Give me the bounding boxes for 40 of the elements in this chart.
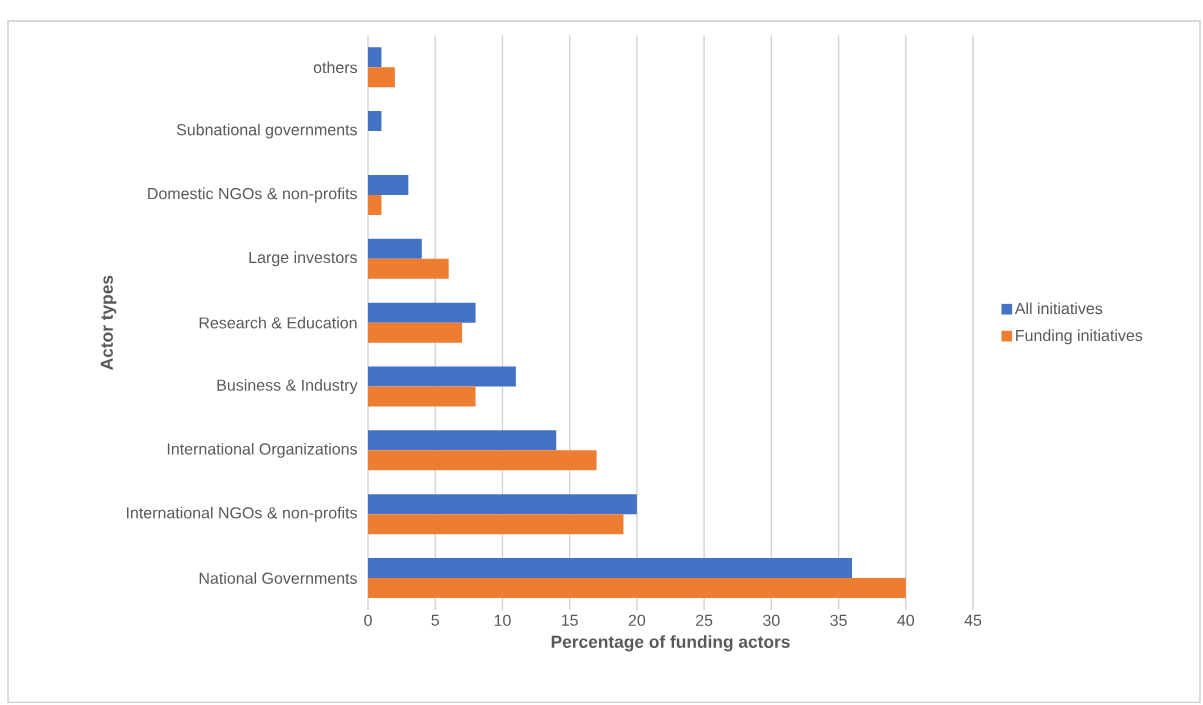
bar bbox=[368, 322, 463, 343]
x-tick-label: 45 bbox=[964, 614, 982, 626]
bar bbox=[368, 111, 382, 132]
x-axis-title: Percentage of funding actors bbox=[551, 635, 790, 652]
y-tick-label: National Governments bbox=[199, 572, 357, 584]
legend-label: All initiatives bbox=[1014, 302, 1103, 315]
x-tick-label: 25 bbox=[696, 614, 713, 627]
x-tick-label: 15 bbox=[561, 614, 578, 626]
x-tick-label: 35 bbox=[830, 614, 847, 627]
y-tick-label: Business & Industry bbox=[217, 379, 358, 394]
bar bbox=[368, 430, 557, 451]
bar bbox=[368, 366, 516, 387]
x-tick-label: 40 bbox=[897, 614, 915, 627]
bar bbox=[368, 450, 597, 471]
bar bbox=[368, 174, 409, 195]
bar bbox=[368, 47, 382, 68]
bar bbox=[368, 494, 637, 515]
bar bbox=[368, 578, 906, 599]
legend-label: Funding initiatives bbox=[1016, 329, 1143, 345]
x-tick-label: 20 bbox=[628, 614, 646, 627]
y-tick-label: International NGOs & non-profits bbox=[126, 506, 357, 522]
y-tick-label: International Organizations bbox=[167, 442, 357, 458]
bar bbox=[368, 558, 852, 579]
bar bbox=[368, 302, 476, 323]
y-tick-label: Subnational governments bbox=[176, 123, 357, 139]
y-tick-label: Research & Education bbox=[199, 316, 357, 329]
bar bbox=[368, 258, 449, 279]
x-tick-label: 0 bbox=[364, 614, 372, 627]
bar bbox=[368, 386, 476, 407]
y-tick-label: others bbox=[313, 61, 358, 74]
y-axis-title: Actor types bbox=[100, 275, 117, 370]
bar bbox=[368, 238, 422, 259]
x-tick-label: 5 bbox=[431, 614, 439, 626]
x-tick-label: 10 bbox=[494, 614, 511, 627]
bar bbox=[368, 514, 624, 535]
bar bbox=[368, 67, 395, 88]
y-tick-label: Domestic NGOs & non-profits bbox=[148, 187, 357, 203]
x-tick-label: 30 bbox=[763, 614, 780, 627]
bar bbox=[368, 194, 382, 215]
y-tick-label: Large investors bbox=[249, 251, 357, 267]
